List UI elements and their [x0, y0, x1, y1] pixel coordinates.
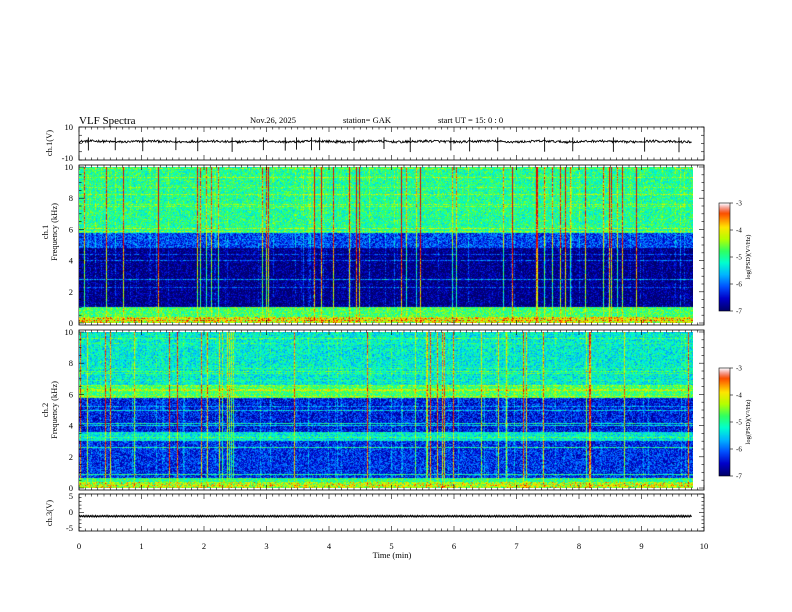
ch1-spec-ylabel-ch: ch.1	[40, 225, 50, 239]
date-label: Nov.26, 2025	[250, 115, 296, 125]
ch3-ytick-top: 5	[69, 491, 73, 501]
time-tick-label: 1	[139, 541, 143, 551]
ch3-ytick-bottom: -5	[66, 523, 73, 533]
ch1-waveform-panel: 10 -10 ch.1(V)	[44, 122, 705, 163]
time-tick-label: 8	[577, 541, 581, 551]
ch1-colorbar-tick-label: -3	[736, 200, 742, 208]
time-axis-ticks	[78, 127, 705, 531]
ch1-colorbar-ticks: -3 -4 -5 -6 -7	[730, 200, 742, 316]
ch2-spectrogram-yaxis: 0 2 4 6 8 10	[65, 327, 704, 493]
time-axis-labels: 0 1 2 3 4 5 6 7 8 9 10	[77, 541, 708, 551]
ch2-colorbar-tick-label: -4	[736, 392, 742, 400]
ch1-spec-ytick-label: 10	[65, 162, 74, 172]
time-tick-label: 7	[514, 541, 518, 551]
ch1-spec-ylabel-freq: Frequency (kHz)	[49, 203, 59, 261]
ch2-spec-ylabel-freq: Frequency (kHz)	[49, 381, 59, 439]
ch2-spectrogram-image	[79, 332, 693, 488]
ch1-spectrogram-image	[79, 167, 693, 323]
ch1-colorbar-tick-label: -5	[736, 254, 742, 262]
time-tick-label: 6	[452, 541, 456, 551]
ch1-spec-ytick-label: 4	[69, 256, 74, 266]
time-tick-label: 3	[264, 541, 268, 551]
figure-title: VLF Spectra	[79, 115, 136, 127]
ch3-waveform	[78, 493, 704, 532]
ch3-ytick-mid: 0	[69, 507, 73, 517]
ch2-spec-ylabel-ch: ch.2	[40, 403, 50, 417]
time-tick-label: 0	[77, 541, 81, 551]
ch2-colorbar: -3 -4 -5 -6 -7 log(PSD)(V²/Hz)	[718, 365, 752, 481]
ch1-colorbar-tick-label: -7	[736, 308, 742, 316]
time-tick-label: 5	[389, 541, 393, 551]
ch2-colorbar-tick-label: -3	[736, 365, 742, 373]
station-label: station= GAK	[343, 115, 392, 125]
ch2-colorbar-tick-label: -7	[736, 473, 742, 481]
ch1-colorbar: -3 -4 -5 -6 -7 log(PSD)(V²/Hz)	[718, 200, 752, 316]
ch1-ylabel: ch.1(V)	[44, 130, 54, 156]
ch1-colorbar-tick-label: -6	[736, 281, 742, 289]
ch1-spectrogram-yaxis: 0 2 4 6 8 10	[65, 162, 704, 328]
ch1-spec-ytick-label: 2	[69, 287, 73, 297]
ch2-colorbar-label: log(PSD)(V²/Hz)	[745, 400, 752, 445]
ch1-trace	[78, 138, 692, 145]
start-time-label: start UT = 15: 0 : 0	[438, 115, 503, 125]
ch3-ylabel: ch.3(V)	[44, 500, 54, 526]
ch1-colorbar-tick-label: -4	[736, 227, 742, 235]
ch2-colorbar-tick-label: -5	[736, 419, 742, 427]
ch3-trace	[78, 514, 692, 519]
ch2-spec-ytick-label: 4	[69, 421, 74, 431]
ch1-spectrogram-panel: 0 2 4 6 8 10 ch.1 Frequency (kHz)	[40, 162, 705, 328]
ch2-spec-ytick-label: 8	[69, 358, 73, 368]
ch2-spectrogram-panel: 0 2 4 6 8 10 ch.2 Frequency (kHz)	[40, 327, 705, 493]
ch1-ytick-bottom: -10	[62, 153, 73, 163]
ch3-waveform-panel: 5 0 -5 ch.3(V)	[44, 491, 705, 533]
time-tick-label: 4	[327, 541, 332, 551]
time-axis-title: Time (min)	[373, 550, 412, 560]
ch2-colorbar-ticks: -3 -4 -5 -6 -7	[730, 365, 742, 481]
ch1-spec-ytick-label: 6	[69, 224, 73, 234]
ch2-spec-ytick-label: 6	[69, 389, 73, 399]
ch2-spec-ytick-label: 2	[69, 452, 73, 462]
ch1-spec-ytick-label: 8	[69, 193, 73, 203]
ch2-colorbar-tick-label: -6	[736, 446, 742, 454]
ch1-colorbar-gradient	[719, 203, 730, 311]
ch2-spec-ytick-label: 0	[69, 483, 73, 493]
ch1-ytick-top: 10	[65, 122, 74, 132]
ch2-spec-ytick-label: 10	[65, 327, 74, 337]
time-tick-label: 2	[202, 541, 206, 551]
ch1-waveform	[78, 126, 704, 161]
ch1-colorbar-label: log(PSD)(V²/Hz)	[745, 235, 752, 280]
time-tick-label: 10	[700, 541, 709, 551]
ch1-spec-ytick-label: 0	[69, 318, 73, 328]
ch2-colorbar-gradient	[719, 368, 730, 476]
time-tick-label: 9	[639, 541, 643, 551]
